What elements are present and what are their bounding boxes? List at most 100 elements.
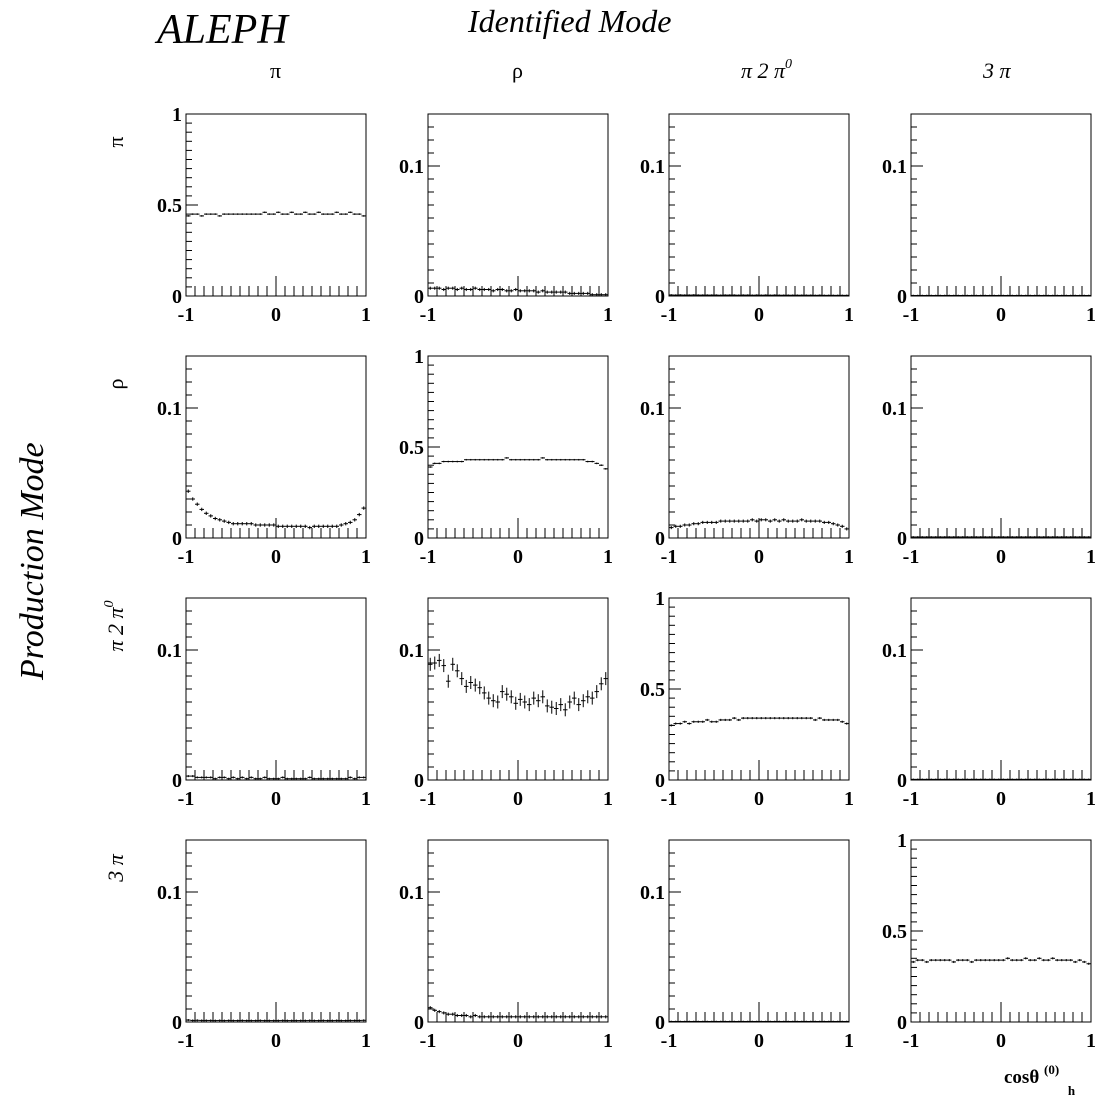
y-tick-label: 0.1 bbox=[882, 640, 907, 662]
data-point bbox=[567, 458, 572, 461]
data-point bbox=[718, 294, 723, 297]
data-point bbox=[696, 1020, 701, 1023]
data-point bbox=[253, 1019, 258, 1022]
data-point bbox=[795, 519, 800, 523]
x-axis-label-main: cosθ bbox=[1004, 1067, 1039, 1088]
data-point bbox=[190, 213, 195, 215]
data-point bbox=[777, 294, 782, 297]
data-point bbox=[491, 289, 496, 293]
data-point bbox=[700, 1020, 705, 1023]
y-tick-label: 0 bbox=[655, 770, 665, 792]
y-tick-label: 0.1 bbox=[882, 398, 907, 420]
x-tick-label: -1 bbox=[420, 788, 437, 810]
data-point bbox=[500, 287, 505, 292]
data-point bbox=[714, 520, 719, 524]
data-point bbox=[459, 286, 464, 290]
data-point bbox=[920, 959, 925, 962]
data-point bbox=[1068, 959, 1073, 962]
data-point bbox=[240, 1019, 245, 1022]
data-point bbox=[804, 1020, 809, 1023]
x-tick-label: 1 bbox=[844, 788, 854, 810]
data-point bbox=[558, 1015, 563, 1019]
data-point bbox=[213, 1019, 218, 1022]
data-point bbox=[343, 522, 348, 526]
data-point bbox=[956, 778, 961, 781]
data-point bbox=[594, 293, 599, 297]
data-point bbox=[781, 518, 786, 522]
data-point bbox=[1068, 294, 1073, 297]
panel-frame bbox=[910, 597, 1092, 781]
data-point bbox=[437, 286, 442, 290]
x-tick-label: 0 bbox=[513, 1030, 523, 1052]
data-point bbox=[531, 1015, 536, 1019]
data-point bbox=[581, 291, 586, 295]
identified-mode-title: Identified Mode bbox=[467, 3, 671, 39]
data-point bbox=[477, 681, 482, 695]
data-point bbox=[1046, 536, 1051, 538]
data-point bbox=[258, 1019, 263, 1022]
data-point bbox=[316, 524, 321, 528]
data-point bbox=[1019, 778, 1024, 781]
x-tick-label: 1 bbox=[1086, 788, 1096, 810]
data-point bbox=[464, 679, 469, 693]
data-point bbox=[450, 1012, 455, 1016]
panel-r1-c4: 00.1-1 0 1 bbox=[882, 113, 1096, 326]
y-tick-label: 0 bbox=[655, 286, 665, 308]
y-tick-label: 0 bbox=[172, 528, 182, 550]
data-point bbox=[808, 294, 813, 297]
data-point bbox=[509, 289, 514, 293]
y-tick-label: 0.5 bbox=[399, 437, 424, 459]
panel-r4-c4: 00.51-1 0 1 bbox=[882, 830, 1096, 1052]
data-point bbox=[759, 717, 764, 720]
data-point bbox=[357, 512, 362, 517]
data-point bbox=[459, 460, 464, 463]
data-point bbox=[307, 525, 312, 530]
data-point bbox=[795, 1020, 800, 1023]
data-point bbox=[563, 458, 568, 461]
data-point bbox=[271, 213, 276, 215]
data-point bbox=[217, 776, 222, 779]
data-point bbox=[576, 291, 581, 295]
data-point bbox=[249, 776, 254, 779]
data-point bbox=[817, 519, 822, 523]
data-point bbox=[540, 1015, 545, 1019]
data-point bbox=[822, 294, 827, 297]
data-point bbox=[754, 1020, 759, 1023]
panel-frame bbox=[427, 113, 609, 297]
data-point bbox=[678, 722, 683, 725]
data-point bbox=[509, 458, 514, 461]
data-point bbox=[1059, 778, 1064, 781]
data-point bbox=[590, 293, 595, 297]
data-point bbox=[781, 294, 786, 297]
data-point bbox=[727, 519, 732, 523]
data-point bbox=[190, 1019, 195, 1022]
data-point bbox=[276, 211, 281, 214]
data-point bbox=[1046, 959, 1051, 962]
panel-frame bbox=[185, 355, 367, 539]
data-point bbox=[204, 511, 209, 515]
data-point bbox=[312, 1019, 317, 1022]
data-point bbox=[844, 294, 849, 297]
data-point bbox=[678, 1020, 683, 1023]
data-point bbox=[285, 213, 290, 215]
data-point bbox=[1023, 778, 1028, 781]
panel-frame bbox=[910, 113, 1092, 297]
y-tick-label: 0 bbox=[414, 770, 424, 792]
data-point bbox=[781, 1020, 786, 1023]
data-point bbox=[691, 1020, 696, 1023]
x-tick-label: -1 bbox=[178, 788, 195, 810]
data-point bbox=[705, 520, 710, 524]
data-point bbox=[495, 1015, 500, 1019]
data-point bbox=[718, 519, 723, 523]
data-point bbox=[673, 722, 678, 725]
data-point bbox=[334, 524, 339, 528]
data-point bbox=[942, 959, 947, 962]
data-point bbox=[231, 213, 236, 215]
data-point bbox=[682, 294, 687, 296]
data-point bbox=[262, 523, 267, 527]
x-tick-label: -1 bbox=[178, 1030, 195, 1052]
data-point bbox=[513, 1015, 518, 1019]
data-point bbox=[459, 672, 464, 686]
data-point bbox=[996, 778, 1001, 781]
data-point bbox=[217, 215, 222, 217]
